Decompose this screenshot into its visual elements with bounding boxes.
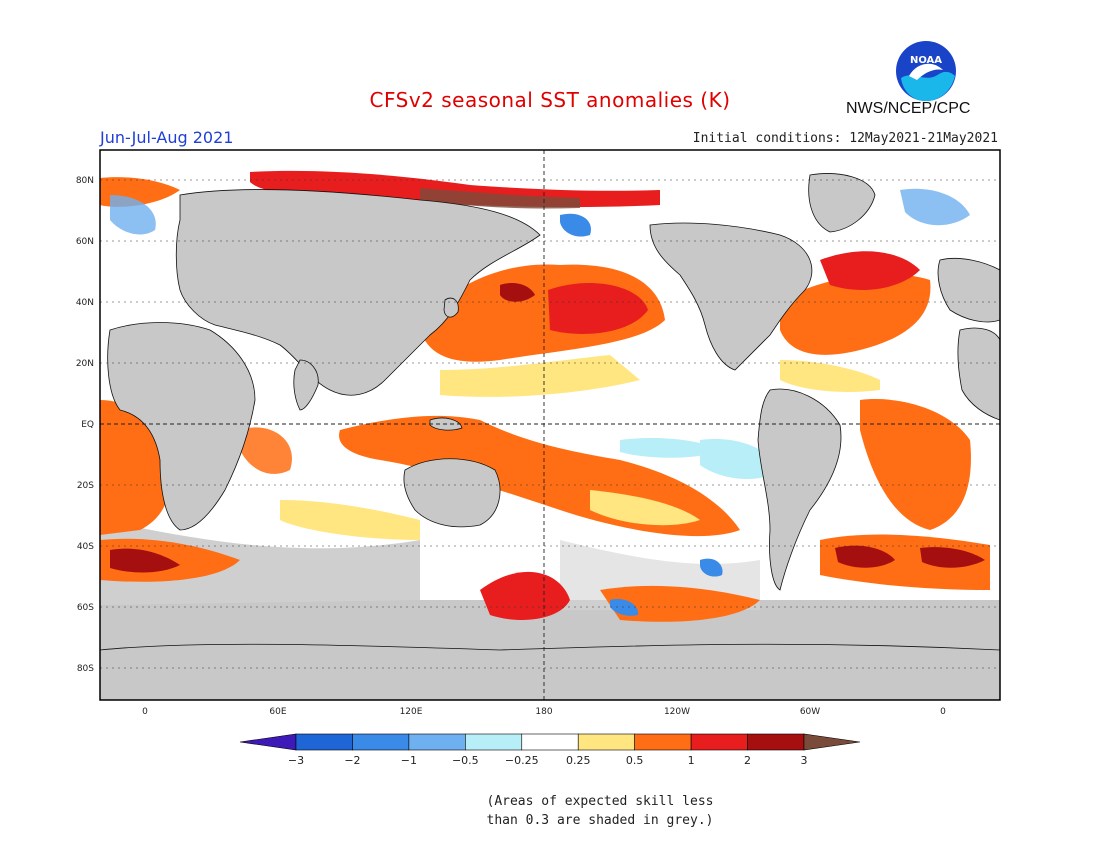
lat-label: 60S (77, 603, 94, 613)
lon-label: 180 (535, 707, 552, 717)
colorbar-label: −1 (401, 754, 417, 767)
colorbar-swatch (747, 733, 805, 751)
colorbar-swatch (465, 733, 523, 751)
lat-label: 40N (76, 298, 94, 308)
map-frame (99, 149, 1001, 701)
lon-label: 0 (142, 707, 148, 717)
lon-label: 120W (664, 707, 690, 717)
footnote-line: than 0.3 are shaded in grey.) (486, 813, 714, 828)
longitude-labels: 0 60E 120E 180 120W 60W 0 (142, 707, 946, 717)
colorbar-swatch (690, 733, 748, 751)
colorbar-swatch (352, 733, 410, 751)
chart-title: CFSv2 seasonal SST anomalies (K) (369, 88, 731, 112)
lat-label: 20N (76, 359, 94, 369)
lon-label: 120E (400, 707, 423, 717)
colorbar-label: 3 (801, 754, 808, 767)
footnote: (Areas of expected skill less than 0.3 a… (440, 792, 760, 830)
colorbar-label: −0.5 (452, 754, 479, 767)
colorbar-swatch (408, 733, 466, 751)
lat-label: 60N (76, 237, 94, 247)
lat-label: 80N (76, 176, 94, 186)
colorbar-label: −2 (344, 754, 360, 767)
season-label: Jun-Jul-Aug 2021 (100, 128, 234, 147)
lat-label: 20S (77, 481, 94, 491)
colorbar-swatch (239, 733, 297, 751)
lat-label: EQ (81, 420, 94, 430)
graticule (100, 179, 1000, 669)
colorbar-label: 1 (688, 754, 695, 767)
colorbar-label: 0.5 (626, 754, 644, 767)
lat-label: 80S (77, 664, 94, 674)
footnote-line: (Areas of expected skill less (486, 794, 714, 809)
noaa-logo: NOAA (896, 41, 956, 101)
lon-label: 0 (940, 707, 946, 717)
lon-label: 60W (800, 707, 820, 717)
anomaly-field (100, 170, 1000, 700)
colorbar-swatch (634, 733, 692, 751)
colorbar-swatch (803, 733, 861, 751)
colorbar-label: 2 (744, 754, 751, 767)
lat-label: 40S (77, 542, 94, 552)
colorbar-swatch (521, 733, 579, 751)
equator-dateline (100, 150, 1000, 700)
colorbar-swatch (295, 733, 353, 751)
colorbar-label: 0.25 (566, 754, 591, 767)
agency-label: NWS/NCEP/CPC (846, 100, 971, 117)
colorbar-label: −0.25 (505, 754, 539, 767)
colorbar-swatch (577, 733, 635, 751)
logo-text: NOAA (910, 55, 942, 66)
colorbar-label: −3 (288, 754, 304, 767)
lon-label: 60E (269, 707, 286, 717)
initial-conditions: Initial conditions: 12May2021-21May2021 (692, 131, 998, 146)
colorbar: −3 −2 −1 −0.5 −0.25 0.25 0.5 1 2 3 (239, 733, 861, 767)
latitude-labels: 80N 60N 40N 20N EQ 20S 40S 60S 80S (76, 176, 94, 674)
